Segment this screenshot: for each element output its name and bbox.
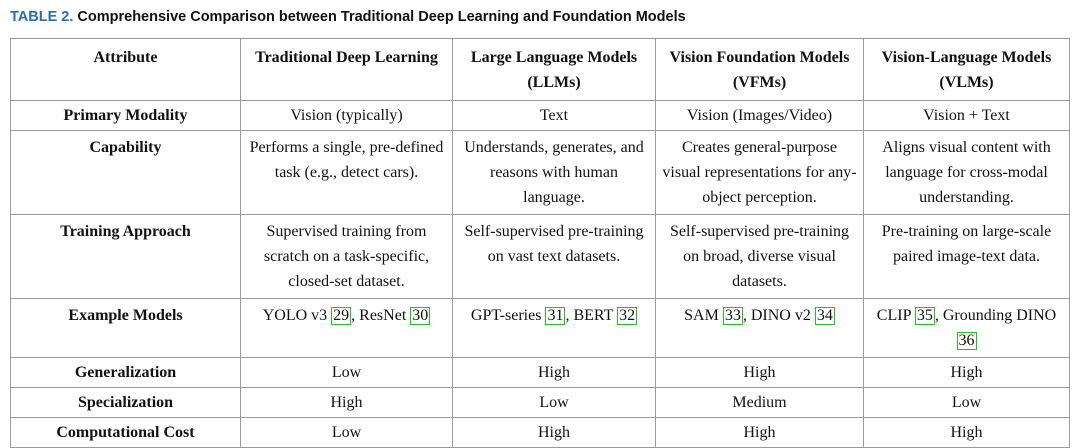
row-label: Training Approach — [10, 214, 241, 299]
header-attribute: Attribute — [10, 38, 241, 101]
table-cell: High — [655, 417, 864, 448]
table-cell: High — [863, 357, 1070, 388]
table-title: Comprehensive Comparison between Traditi… — [77, 9, 686, 25]
table-cell: Self-supervised pre-training on broad, d… — [655, 214, 864, 299]
model-name: YOLO v3 — [262, 307, 332, 324]
model-name: CLIP — [876, 307, 915, 324]
table-row-training-approach: Training Approach Supervised training fr… — [10, 214, 1070, 299]
model-name: GPT-series — [470, 307, 546, 324]
table-row-capability: Capability Performs a single, pre-define… — [10, 130, 1070, 215]
table-cell: Vision (typically) — [240, 100, 453, 131]
table-cell: Text — [452, 100, 656, 131]
table-cell: Low — [240, 417, 453, 448]
row-label: Specialization — [10, 387, 241, 418]
table-cell: High — [240, 387, 453, 418]
citation-link[interactable]: 32 — [617, 307, 638, 325]
table-cell: GPT-series 31, BERT 32 — [452, 298, 656, 358]
model-name: , ResNet — [351, 307, 411, 324]
table-cell: CLIP 35, Grounding DINO 36 — [863, 298, 1070, 358]
citation-link[interactable]: 30 — [410, 307, 431, 325]
row-label: Capability — [10, 130, 241, 215]
table-cell: Low — [240, 357, 453, 388]
model-name: , Grounding DINO — [934, 307, 1057, 324]
table-label: TABLE 2. — [10, 9, 74, 25]
header-vlms: Vision-Language Models (VLMs) — [863, 38, 1070, 101]
table-cell: Pre-training on large-scale paired image… — [863, 214, 1070, 299]
table-row-primary-modality: Primary Modality Vision (typically) Text… — [10, 100, 1070, 131]
header-vfms: Vision Foundation Models (VFMs) — [655, 38, 864, 101]
header-llms: Large Language Models (LLMs) — [452, 38, 656, 101]
table-cell: High — [452, 357, 656, 388]
model-name: , BERT — [565, 307, 618, 324]
table-cell: YOLO v3 29, ResNet 30 — [240, 298, 453, 358]
table-header-row: Attribute Traditional Deep Learning Larg… — [10, 38, 1070, 101]
table-cell: Low — [452, 387, 656, 418]
table-cell: Vision + Text — [863, 100, 1070, 131]
table-cell: Understands, generates, and reasons with… — [452, 130, 656, 215]
row-label: Example Models — [10, 298, 241, 358]
table-cell: Supervised training from scratch on a ta… — [240, 214, 453, 299]
table-cell: Self-supervised pre-training on vast tex… — [452, 214, 656, 299]
citation-link[interactable]: 29 — [331, 307, 352, 325]
row-label: Generalization — [10, 357, 241, 388]
table-caption: TABLE 2. Comprehensive Comparison betwee… — [10, 9, 686, 25]
table-cell: High — [655, 357, 864, 388]
table-cell: Vision (Images/Video) — [655, 100, 864, 131]
model-name: , DINO v2 — [742, 307, 815, 324]
table-cell: Performs a single, pre-defined task (e.g… — [240, 130, 453, 215]
row-label: Computational Cost — [10, 417, 241, 448]
table-cell: Low — [863, 387, 1070, 418]
table-cell: SAM 33, DINO v2 34 — [655, 298, 864, 358]
citation-link[interactable]: 35 — [914, 307, 935, 325]
table-cell: High — [452, 417, 656, 448]
citation-link[interactable]: 33 — [722, 307, 743, 325]
table-cell: High — [863, 417, 1070, 448]
row-label: Primary Modality — [10, 100, 241, 131]
comparison-table: Attribute Traditional Deep Learning Larg… — [10, 38, 1070, 448]
table-row-computational-cost: Computational Cost Low High High High — [10, 417, 1070, 448]
citation-link[interactable]: 31 — [545, 307, 566, 325]
table-cell: Creates general-purpose visual represent… — [655, 130, 864, 215]
table-row-generalization: Generalization Low High High High — [10, 357, 1070, 388]
header-traditional-deep-learning: Traditional Deep Learning — [240, 38, 453, 101]
table-row-example-models: Example Models YOLO v3 29, ResNet 30 GPT… — [10, 298, 1070, 358]
citation-link[interactable]: 36 — [956, 332, 977, 350]
table-cell: Aligns visual content with language for … — [863, 130, 1070, 215]
citation-link[interactable]: 34 — [814, 307, 835, 325]
table-row-specialization: Specialization High Low Medium Low — [10, 387, 1070, 418]
table-cell: Medium — [655, 387, 864, 418]
model-name: SAM — [684, 307, 723, 324]
